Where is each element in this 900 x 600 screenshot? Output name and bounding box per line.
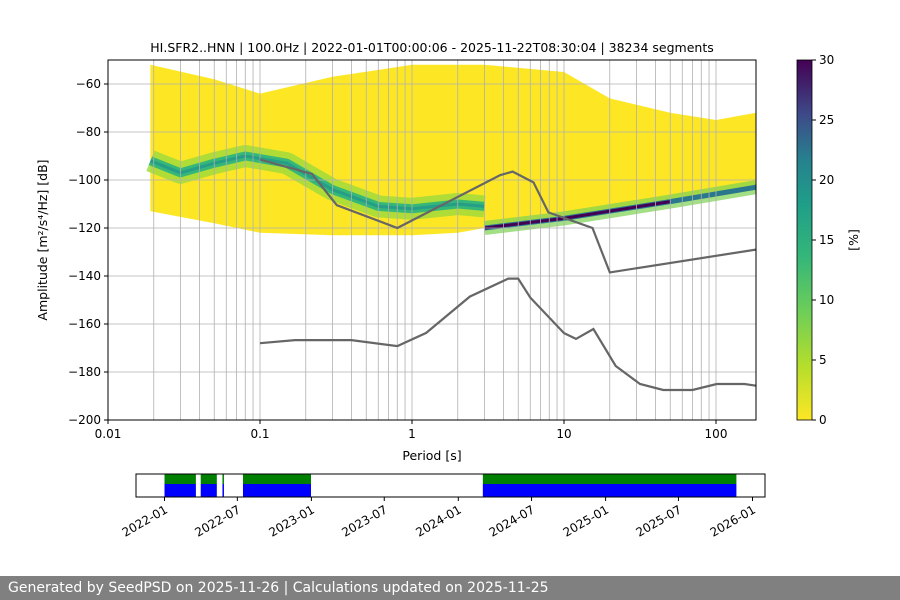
coverage-data-bar [482, 484, 737, 497]
y-tick-label: −60 [76, 77, 101, 91]
coverage-data-bar [200, 484, 217, 497]
colorbar-tick-label: 15 [819, 233, 834, 247]
coverage-bars [164, 474, 737, 497]
coverage-data-bar [222, 484, 224, 497]
high-noise-model-line [259, 158, 756, 274]
y-tick-label: −140 [68, 269, 101, 283]
coverage-tick-label: 2024-07 [487, 502, 537, 539]
y-tick-label: −160 [68, 317, 101, 331]
x-tick-label: 0.01 [95, 427, 122, 441]
coverage-tick-label: 2025-01 [561, 502, 611, 539]
low-noise-model-line [259, 277, 756, 392]
colorbar-tick-label: 0 [819, 413, 827, 427]
ppsd-coverage-area [150, 64, 756, 236]
colorbar-ticks: 0 5 10 15 20 25 30 [812, 53, 834, 427]
noise-models [259, 158, 756, 392]
coverage-data-bar [242, 484, 311, 497]
grid-lines [108, 60, 756, 420]
y-tick-label: −100 [68, 173, 101, 187]
coverage-tick-label: 2026-01 [708, 502, 758, 539]
coverage-tick-label: 2023-01 [266, 502, 316, 539]
coverage-processed-bar [242, 474, 311, 484]
ppsd-mode-core [149, 154, 485, 211]
coverage-processed-bar [222, 474, 224, 484]
colorbar-tick-label: 10 [819, 293, 834, 307]
coverage-processed-bar [200, 474, 217, 484]
coverage-frame [135, 473, 766, 498]
colorbar-tick-label: 5 [819, 353, 827, 367]
footer: Generated by SeedPSD on 2025-11-26 | Cal… [0, 576, 900, 600]
y-tick-label: −200 [68, 413, 101, 427]
colorbar-tick-label: 20 [819, 173, 834, 187]
coverage-processed-bar [482, 474, 737, 484]
axes: 0.01 0.1 1 10 100 −200 −180 −160 −140 −120 −100 −80… [68, 77, 727, 441]
x-tick-label: 10 [556, 427, 571, 441]
x-tick-label: 1 [408, 427, 416, 441]
coverage-axis: 2022-01 2022-07 2023-01 2023-07 2024-01 2024-… [120, 497, 758, 540]
colorbar-label: [%] [846, 229, 861, 251]
y-tick-label: −80 [76, 125, 101, 139]
coverage-tick-label: 2024-01 [413, 502, 463, 539]
coverage-tick-label: 2022-07 [192, 502, 242, 539]
plot-frame [107, 59, 757, 421]
coverage-tick-label: 2025-07 [634, 502, 684, 539]
coverage-tick-label: 2023-07 [339, 502, 389, 539]
x-axis-label: Period [s] [402, 448, 461, 463]
coverage-tick-label: 2022-01 [120, 502, 170, 539]
coverage-data-bar [164, 484, 196, 497]
chart-title: HI.SFR2..HNN | 100.0Hz | 2022-01-01T00:0… [150, 40, 713, 55]
colorbar-tick-label: 25 [819, 113, 834, 127]
colorbar-tick-label: 30 [819, 53, 834, 67]
colorbar [796, 59, 813, 421]
x-tick-label: 0.1 [250, 427, 269, 441]
ppsd-heatmap [146, 64, 756, 236]
y-axis-label: Amplitude [m²/s⁴/Hz] [dB] [35, 159, 50, 320]
coverage-processed-bar [164, 474, 196, 484]
y-tick-label: −180 [68, 365, 101, 379]
y-tick-label: −120 [68, 221, 101, 235]
x-tick-label: 100 [705, 427, 728, 441]
